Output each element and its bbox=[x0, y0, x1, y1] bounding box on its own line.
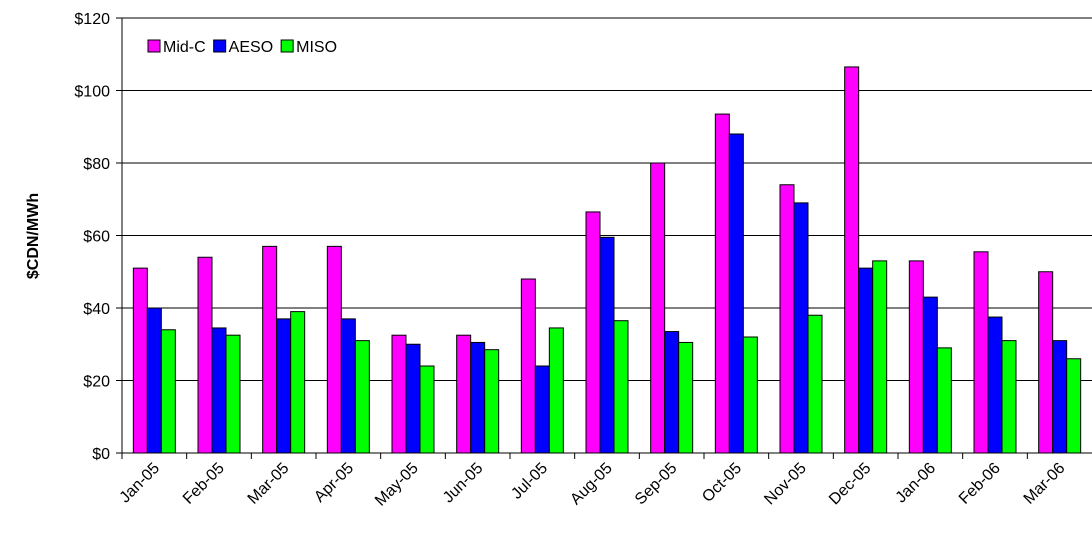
x-tick-label: Oct-05 bbox=[699, 460, 745, 506]
bar-aeso bbox=[987, 316, 1003, 454]
bar-aeso bbox=[664, 331, 680, 454]
x-tick-label: Apr-05 bbox=[311, 460, 357, 506]
bar-mid-c bbox=[844, 66, 860, 454]
bar-mid-c bbox=[262, 245, 278, 454]
y-axis-title: $CDN/MWh bbox=[25, 193, 42, 279]
bar-miso bbox=[354, 340, 370, 454]
bar-aeso bbox=[534, 365, 550, 454]
bar-mid-c bbox=[1038, 271, 1054, 454]
x-tick-label: Feb-05 bbox=[180, 460, 228, 508]
bar-mid-c bbox=[973, 251, 989, 454]
bar-mid-c bbox=[520, 278, 536, 454]
x-tick-label: Feb-06 bbox=[956, 460, 1004, 508]
x-tick-label: Mar-06 bbox=[1021, 460, 1069, 508]
bar-aeso bbox=[793, 202, 809, 454]
legend-swatch-mid-c bbox=[147, 39, 161, 53]
legend-label-miso: MISO bbox=[296, 39, 337, 56]
legend: Mid-C AESO MISO bbox=[147, 39, 337, 56]
y-tick-label: $80 bbox=[83, 156, 110, 173]
legend-swatch-miso bbox=[280, 39, 294, 53]
y-tick-label: $60 bbox=[83, 229, 110, 246]
bar-mid-c bbox=[714, 113, 730, 454]
y-axis-ticks: $0 $20 $40 $60 $80 $100 $120 bbox=[74, 11, 122, 463]
legend-label-aeso: AESO bbox=[229, 39, 273, 56]
bar-mid-c bbox=[779, 184, 795, 454]
bar-aeso bbox=[1052, 340, 1068, 454]
bar-miso bbox=[678, 341, 694, 454]
y-tick-label: $100 bbox=[74, 84, 110, 101]
bar-mid-c bbox=[326, 245, 342, 454]
bar-aeso bbox=[405, 343, 421, 454]
bar-miso bbox=[807, 314, 823, 454]
bar-miso bbox=[872, 260, 888, 454]
bar-miso bbox=[484, 349, 500, 454]
bar-miso bbox=[225, 334, 241, 454]
bar-aeso bbox=[599, 236, 615, 454]
x-tick-label: Jan-05 bbox=[117, 460, 164, 507]
x-tick-label: Nov-05 bbox=[761, 460, 810, 509]
bar-miso bbox=[936, 347, 952, 454]
bar-aeso bbox=[858, 267, 874, 454]
bar-miso bbox=[419, 365, 435, 454]
bar-aeso bbox=[276, 318, 292, 454]
bar-miso bbox=[548, 327, 564, 454]
bar-mid-c bbox=[585, 211, 601, 454]
bar-miso bbox=[1066, 358, 1082, 454]
x-axis-ticks: Jan-05 Feb-05 Mar-05 Apr-05 May-05 Jun-05 Jul-… bbox=[117, 453, 1069, 510]
bar-miso bbox=[742, 336, 758, 454]
bar-miso bbox=[613, 320, 629, 454]
x-tick-label: Jun-05 bbox=[440, 460, 487, 507]
bar-mid-c bbox=[197, 256, 213, 454]
bar-mid-c bbox=[132, 267, 148, 454]
x-tick-label: May-05 bbox=[372, 460, 422, 510]
bar-aeso bbox=[340, 318, 356, 454]
y-tick-label: $120 bbox=[74, 11, 110, 28]
x-tick-label: Jul-05 bbox=[508, 460, 551, 503]
bars bbox=[132, 66, 1082, 454]
bar-aeso bbox=[146, 307, 162, 454]
x-tick-label: Sep-05 bbox=[632, 460, 681, 509]
legend-swatch-aeso bbox=[213, 39, 227, 53]
bar-mid-c bbox=[456, 334, 472, 454]
bar-mid-c bbox=[908, 260, 924, 454]
bar-miso bbox=[1001, 340, 1017, 454]
legend-label-mid-c: Mid-C bbox=[163, 39, 206, 56]
bar-aeso bbox=[211, 327, 227, 454]
x-tick-label: Mar-05 bbox=[245, 460, 293, 508]
bar-mid-c bbox=[650, 162, 666, 454]
bar-mid-c bbox=[391, 334, 407, 454]
y-tick-label: $0 bbox=[92, 446, 110, 463]
bar-aeso bbox=[470, 341, 486, 454]
x-tick-label: Jan-06 bbox=[893, 460, 940, 507]
bar-miso bbox=[160, 329, 176, 454]
x-tick-label: Dec-05 bbox=[826, 460, 875, 509]
y-tick-label: $40 bbox=[83, 301, 110, 318]
bar-aeso bbox=[728, 133, 744, 454]
bar-aeso bbox=[922, 296, 938, 454]
bar-miso bbox=[290, 311, 306, 454]
y-tick-label: $20 bbox=[83, 374, 110, 391]
x-tick-label: Aug-05 bbox=[567, 460, 616, 509]
